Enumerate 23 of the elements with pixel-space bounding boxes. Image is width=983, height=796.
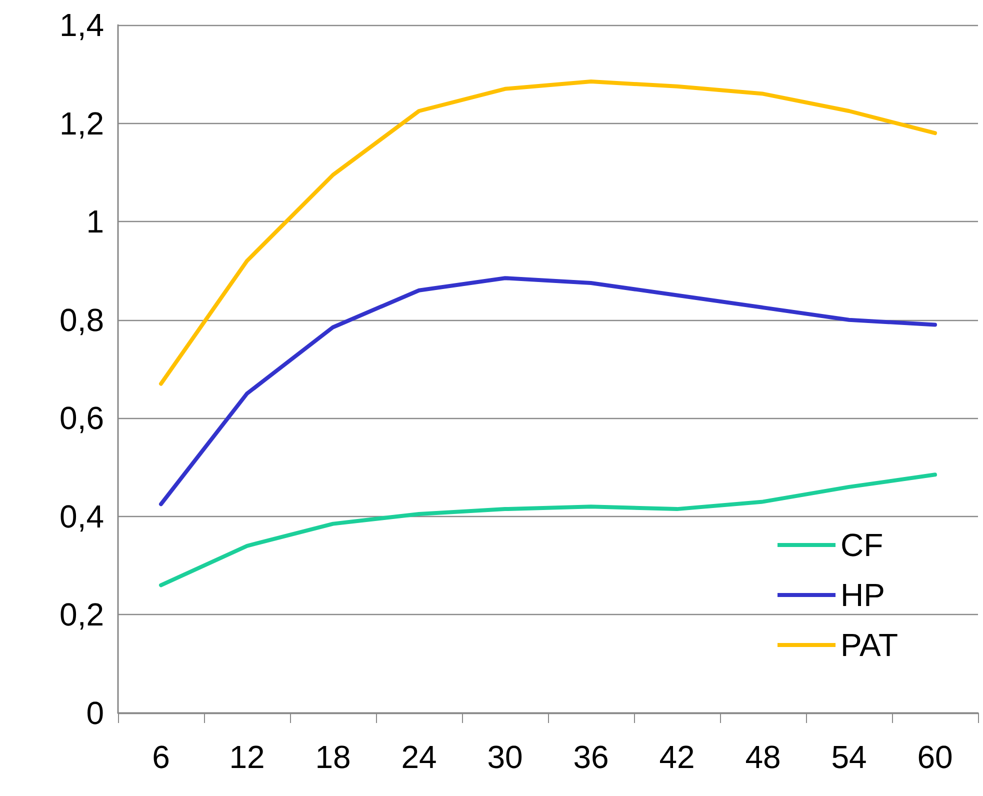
line-series bbox=[159, 80, 937, 386]
y-tick-label: 0,2 bbox=[60, 596, 104, 633]
x-tick-label: 60 bbox=[917, 739, 953, 775]
y-tick-label: 1,4 bbox=[60, 7, 104, 43]
y-tick-label: 0,4 bbox=[60, 498, 104, 534]
x-tick-label: 36 bbox=[573, 739, 609, 775]
legend-label: PAT bbox=[840, 627, 898, 663]
legend-label: CF bbox=[840, 527, 884, 563]
x-tick-label: 42 bbox=[659, 739, 695, 775]
x-tick-label: 6 bbox=[152, 739, 170, 775]
x-tick-label: 24 bbox=[401, 739, 437, 775]
x-tick-label: 18 bbox=[315, 739, 351, 775]
line-series bbox=[159, 276, 937, 506]
y-tick-label: 0 bbox=[86, 695, 104, 731]
x-tick-label: 12 bbox=[229, 739, 265, 775]
y-tick-label: 0,6 bbox=[60, 400, 104, 436]
x-tick-label: 54 bbox=[831, 739, 867, 775]
legend-label: HP bbox=[840, 577, 885, 613]
y-tick-label: 0,8 bbox=[60, 302, 104, 338]
y-tick-label: 1,2 bbox=[60, 105, 104, 142]
y-tick-label: 1 bbox=[86, 204, 104, 240]
x-tick-label: 48 bbox=[745, 739, 781, 775]
x-tick-label: 30 bbox=[487, 739, 523, 775]
